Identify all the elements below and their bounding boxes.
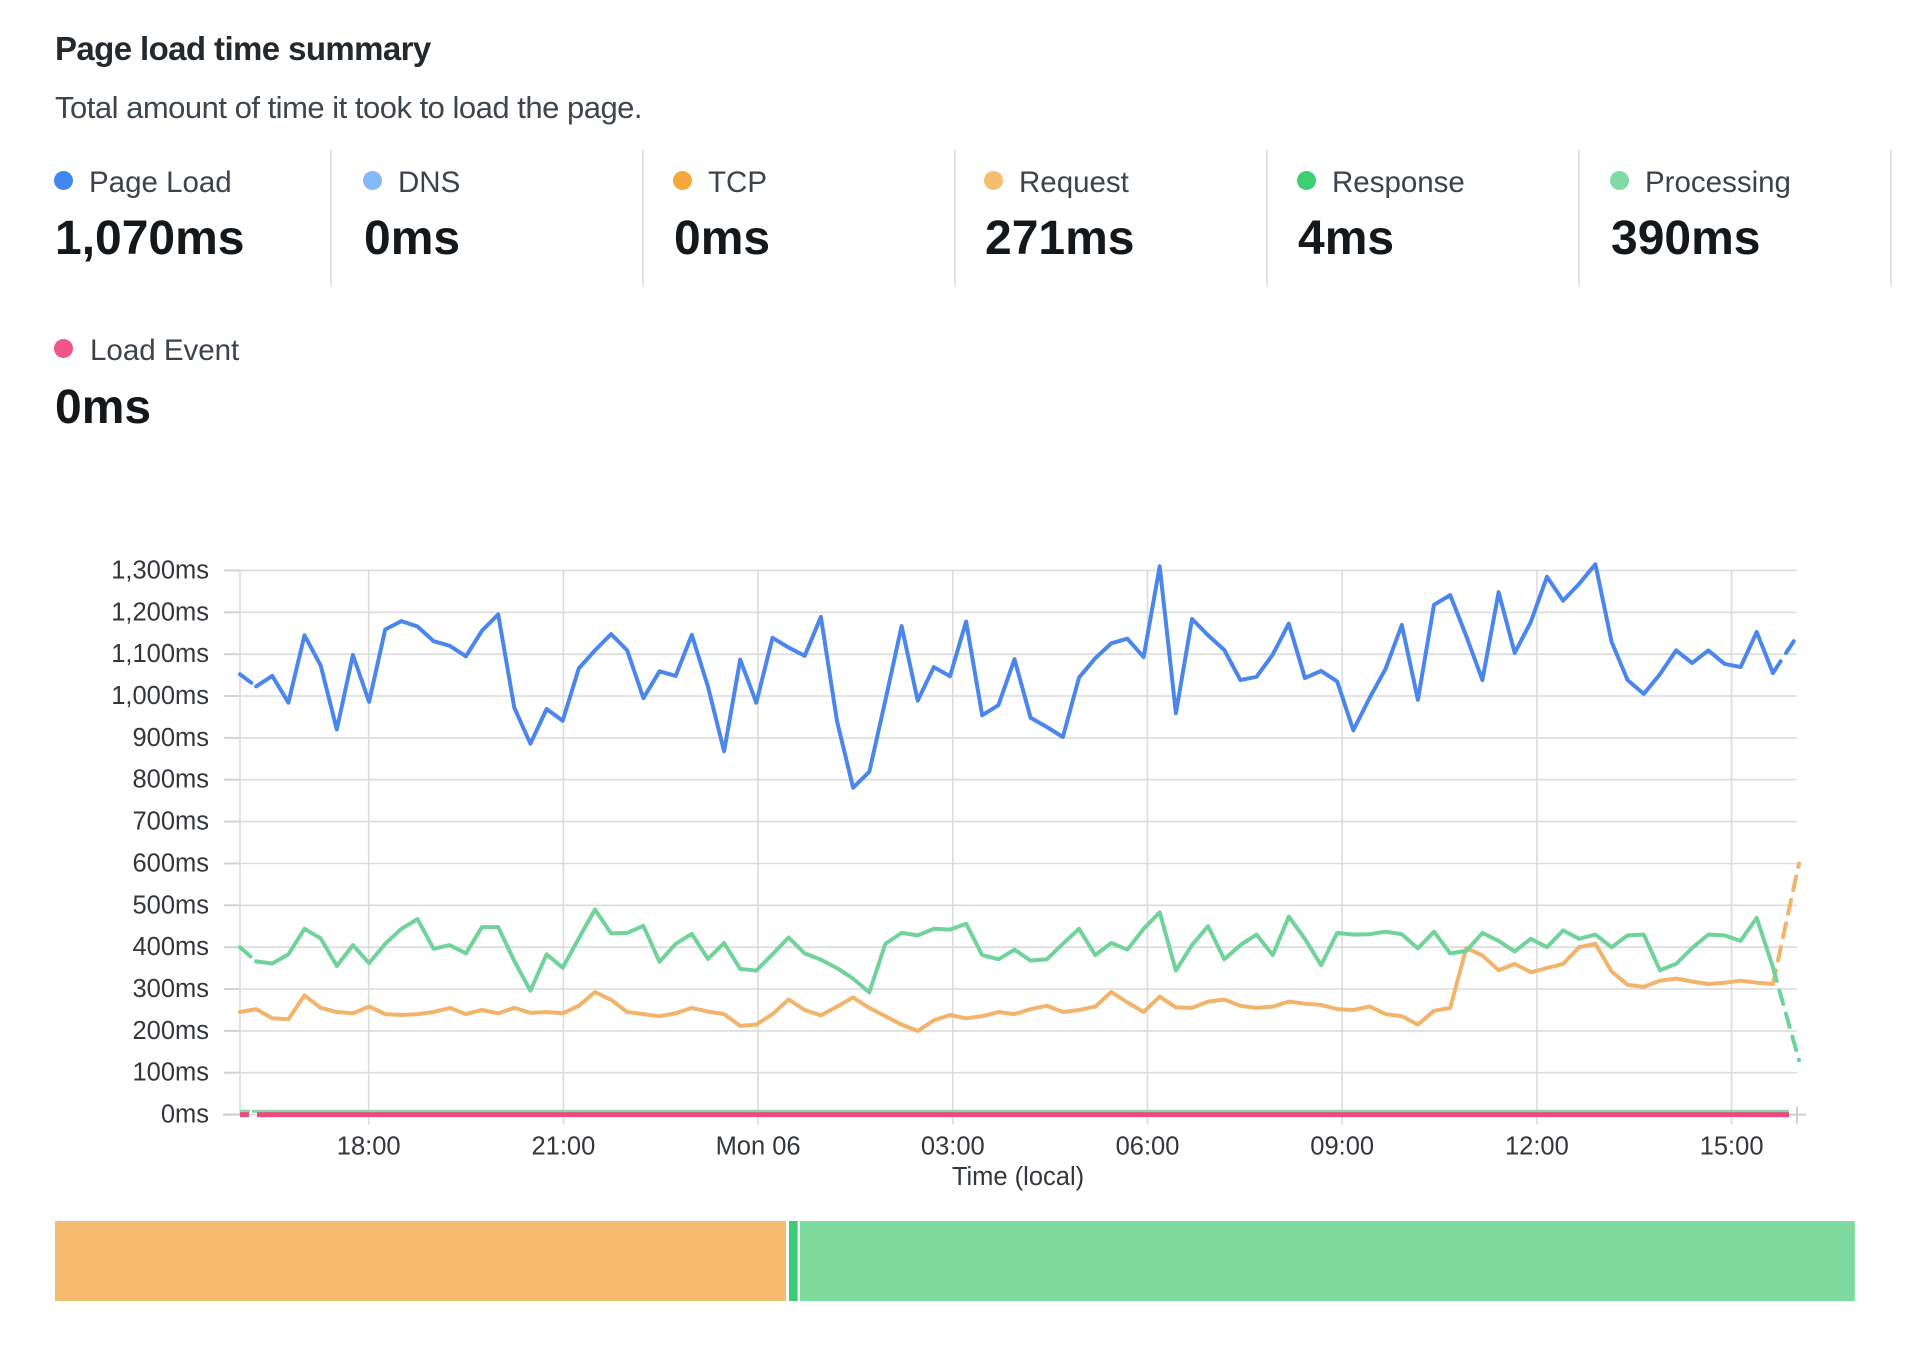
svg-text:21:00: 21:00	[531, 1133, 595, 1161]
svg-text:Time (local): Time (local)	[952, 1163, 1084, 1191]
svg-text:800ms: 800ms	[132, 766, 209, 794]
svg-text:09:00: 09:00	[1310, 1133, 1374, 1161]
svg-text:1,300ms: 1,300ms	[111, 556, 209, 584]
svg-text:1,200ms: 1,200ms	[111, 598, 209, 626]
svg-text:700ms: 700ms	[132, 808, 209, 836]
svg-text:15:00: 15:00	[1700, 1133, 1764, 1161]
svg-text:12:00: 12:00	[1505, 1133, 1569, 1161]
svg-text:06:00: 06:00	[1116, 1133, 1180, 1161]
svg-text:100ms: 100ms	[132, 1059, 209, 1087]
svg-text:0ms: 0ms	[161, 1101, 209, 1129]
svg-text:300ms: 300ms	[132, 975, 209, 1003]
svg-text:400ms: 400ms	[132, 933, 209, 961]
svg-text:18:00: 18:00	[337, 1133, 401, 1161]
svg-text:03:00: 03:00	[921, 1133, 985, 1161]
svg-text:500ms: 500ms	[132, 891, 209, 919]
svg-text:1,000ms: 1,000ms	[111, 682, 209, 710]
svg-text:600ms: 600ms	[132, 850, 209, 878]
svg-text:1,100ms: 1,100ms	[111, 640, 209, 668]
svg-text:Mon 06: Mon 06	[716, 1133, 801, 1161]
svg-text:900ms: 900ms	[132, 724, 209, 752]
svg-text:200ms: 200ms	[132, 1017, 209, 1045]
